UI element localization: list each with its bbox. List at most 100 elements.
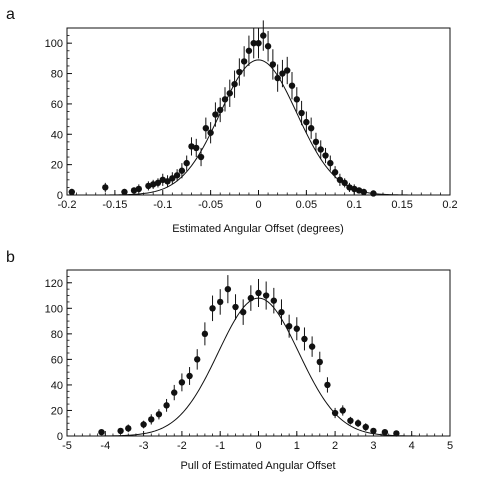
panel-b-data-point	[262, 292, 270, 299]
panel-a-y-tick-label: 80	[51, 69, 63, 81]
panel-a-data-point	[274, 74, 281, 82]
panel-a-data-point	[279, 70, 286, 77]
panel-a-y-tick-label: 60	[51, 99, 63, 111]
panel-b-x-tick-label: -3	[139, 440, 149, 452]
panel-b-data-point	[171, 389, 178, 396]
panel-a-data-point	[231, 80, 238, 88]
panel-b-y-tick-label: 40	[51, 380, 63, 392]
panel-a-data-point	[135, 185, 143, 193]
panel-a-data-point	[102, 184, 109, 191]
panel-b-data-point	[239, 308, 247, 316]
panel-b-fit-curve	[67, 297, 450, 437]
panel-a-data-point	[255, 39, 262, 47]
panel-b-x-tick-label: 0	[255, 440, 261, 452]
panel-b-label: b	[6, 249, 15, 266]
panel-a-x-tick-label: 0.05	[296, 199, 317, 211]
panel-a-data-point	[173, 172, 181, 179]
panel-b-data-point	[201, 330, 209, 338]
panel-a-data-point	[331, 169, 339, 176]
panel-b-data-point	[324, 381, 331, 389]
panel-b-data-point	[270, 297, 278, 304]
panel-a-data-point	[154, 179, 162, 187]
panel-a-x-tick-label: 0.15	[391, 199, 412, 211]
panel-b-data-point	[381, 428, 389, 436]
panel-a-data-point	[293, 96, 300, 103]
panel-b-data-point	[347, 417, 354, 424]
panel-b-data-point	[331, 409, 339, 417]
panel-a-data-point	[236, 68, 243, 76]
panel-b-y-tick-label: 20	[51, 405, 63, 417]
panel-a-data-point	[197, 153, 205, 161]
panel-a-data-point	[183, 159, 190, 167]
panel-a-data-point	[207, 129, 214, 136]
panel-b-x-tick-label: -4	[100, 440, 110, 452]
panel-a-data-point	[260, 32, 267, 39]
panel-b-y-tick-label: 100	[45, 303, 63, 315]
panel-a-data-point	[298, 109, 305, 117]
panel-a-data-point	[245, 47, 253, 54]
panel-b-x-tick-label: -5	[62, 440, 72, 452]
panel-a-data-point	[217, 106, 224, 114]
panel-b-x-tick-label: 4	[409, 440, 415, 452]
panel-a-x-tick-label: 0.2	[442, 199, 457, 211]
panel-a-x-tick-label: -0.2	[58, 199, 77, 211]
panel-a-data-point	[370, 190, 377, 197]
panel-b-y-tick-label: 120	[45, 278, 63, 290]
panel-b-y-tick-label: 0	[57, 431, 63, 443]
panel-a-data-point	[322, 152, 329, 159]
panel-b-data-point	[370, 427, 377, 435]
panel-b-x-tick-label: 5	[447, 440, 453, 452]
panel-b-x-tick-label: 1	[294, 440, 300, 452]
panel-b-data-point	[186, 372, 193, 380]
panel-b-x-tick-label: 2	[332, 440, 338, 452]
panel-a-data-point	[312, 138, 320, 146]
panel-b-data-point	[117, 427, 124, 435]
panel-a-data-point	[212, 111, 219, 118]
panel-b-y-tick-label: 80	[51, 329, 63, 341]
panel-b-data-point	[163, 402, 170, 409]
panel-a-fit-curve	[67, 59, 450, 196]
panel-b-data-point	[217, 298, 224, 306]
panel-b-data-point	[140, 421, 147, 428]
panel-a-label: a	[6, 6, 15, 23]
panel-b-x-axis-label: Pull of Estimated Angular Offset	[180, 460, 335, 472]
panel-b-data-point	[393, 430, 400, 437]
panel-b-data-point	[285, 322, 293, 330]
panel-a-x-tick-label: 0	[255, 199, 261, 211]
panel-a-y-tick-label: 40	[51, 129, 63, 141]
panel-a-y-tick-label: 20	[51, 160, 63, 172]
panel-b-data-point	[148, 416, 155, 423]
panel-b-data-point	[125, 425, 132, 432]
panel-a-x-tick-label: -0.05	[198, 199, 223, 211]
panel-a-data-point	[360, 188, 368, 196]
panel-a-data-point	[317, 146, 324, 153]
panel-a-data-point	[250, 39, 257, 47]
panel-b-data-point	[301, 335, 308, 343]
panel-b-chart: -5 -4 -3 -2 -1 0 1 2 3 4 5 0 20 40 60 80 100 120	[45, 269, 453, 452]
panel-b-data-point	[155, 411, 163, 418]
panel-b-data-point	[209, 305, 216, 312]
panel-b-data-point	[224, 285, 232, 293]
panel-a-x-tick-label: -0.1	[153, 199, 172, 211]
panel-b-y-tick-label: 60	[51, 354, 63, 366]
panel-a-data-point	[284, 67, 291, 74]
panel-b-data-point	[232, 303, 239, 311]
panel-a-data-point	[202, 125, 210, 132]
panel-a-data-point	[264, 43, 272, 50]
panel-a-data-point	[336, 176, 344, 184]
panel-b-data-point	[247, 294, 255, 302]
panel-b-data-point	[308, 343, 316, 350]
panel-a-data-point	[269, 61, 277, 68]
panel-b-x-tick-label: -2	[177, 440, 187, 452]
panel-a-data-point	[240, 58, 248, 65]
panel-b-data-point	[293, 325, 300, 332]
panel-b-data-point	[255, 289, 262, 297]
panel-a-data-point	[178, 167, 186, 174]
panel-a-data-point	[303, 118, 310, 126]
panel-a-data-point	[327, 159, 334, 167]
panel-b-data-point	[194, 356, 201, 363]
panel-a-data-point	[307, 125, 315, 132]
panel-a-chart: -0.2 -0.15 -0.1 -0.05 0 0.05 0.1 0.15 0.2 0 20 40 60…	[45, 20, 458, 211]
panel-a-x-axis-label: Estimated Angular Offset (degrees)	[172, 223, 344, 235]
